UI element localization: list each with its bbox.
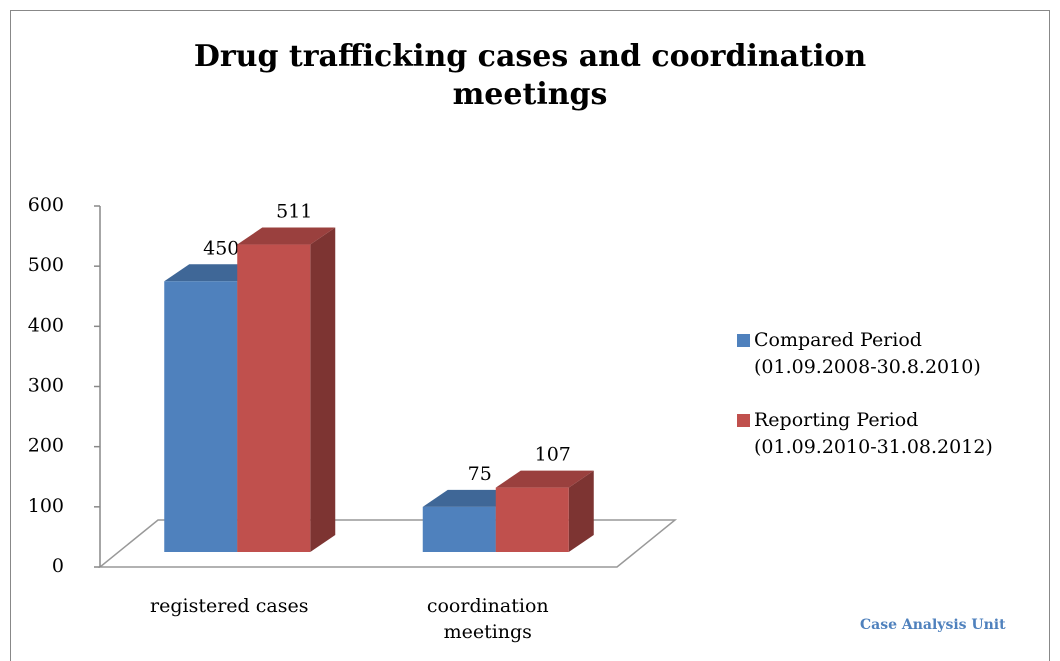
bar-top [495, 470, 594, 488]
data-label: 450 [203, 237, 239, 259]
annotation: Case Analysis Unit [860, 617, 1006, 633]
bar [495, 487, 569, 552]
x-tick-label: coordination meetings [426, 595, 549, 643]
data-label: 511 [276, 201, 312, 223]
data-label: 75 [468, 463, 492, 485]
bar [422, 506, 496, 552]
y-tick-label: 200 [28, 435, 64, 457]
bar [164, 281, 238, 552]
y-tick-label: 300 [28, 375, 64, 397]
y-tick-label: 500 [28, 254, 64, 276]
x-tick-label: registered cases [150, 595, 309, 617]
legend-label: Reporting Period (01.09.2010-31.08.2012) [754, 409, 993, 458]
legend-label: Compared Period (01.09.2008-30.8.2010) [754, 329, 981, 378]
y-tick-label: 400 [28, 314, 64, 336]
chart-frame [10, 10, 1050, 661]
bar-side [310, 227, 336, 552]
y-tick-label: 0 [52, 555, 64, 577]
legend-swatch [737, 414, 750, 427]
bar [237, 244, 311, 552]
bar-side [568, 470, 594, 552]
chart-title: Drug trafficking cases and coordination … [193, 39, 867, 112]
floor [97, 519, 678, 568]
bar-top [237, 227, 336, 245]
y-tick-label: 100 [28, 495, 64, 517]
y-tick-label: 600 [28, 194, 64, 216]
data-label: 107 [535, 444, 571, 466]
legend-swatch [737, 334, 750, 347]
